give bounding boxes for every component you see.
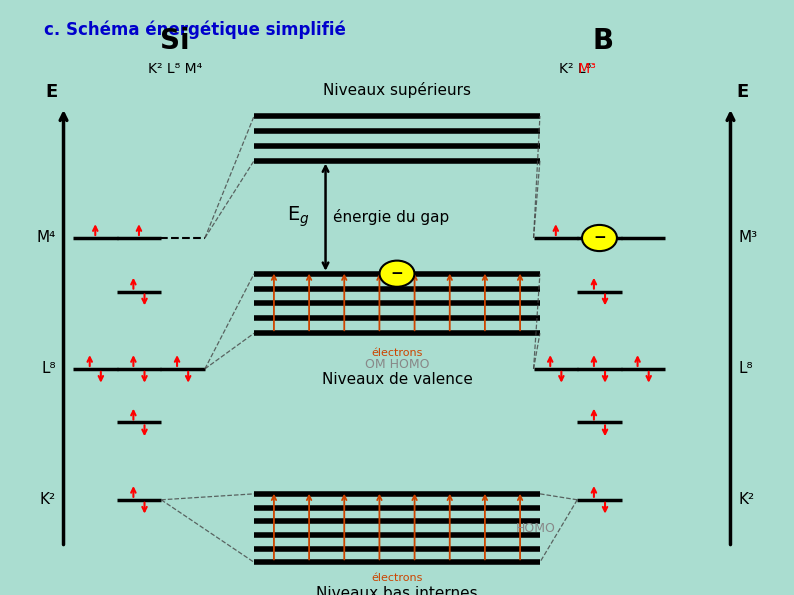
- Text: E$_g$: E$_g$: [287, 205, 310, 230]
- Text: L⁸: L⁸: [41, 361, 56, 377]
- Text: Si: Si: [160, 27, 190, 55]
- Text: électrons: électrons: [372, 573, 422, 583]
- Text: K²: K²: [40, 492, 56, 508]
- Circle shape: [582, 225, 617, 251]
- Text: E: E: [45, 83, 58, 101]
- Text: Niveaux de valence: Niveaux de valence: [322, 372, 472, 387]
- Text: L⁸: L⁸: [738, 361, 753, 377]
- Text: M⁴: M⁴: [37, 230, 56, 246]
- Text: M³: M³: [738, 230, 757, 246]
- Text: Niveaux bas internes: Niveaux bas internes: [316, 586, 478, 595]
- Text: OM HOMO: OM HOMO: [364, 358, 430, 371]
- Text: B: B: [593, 27, 614, 55]
- Text: M³: M³: [552, 62, 596, 77]
- Text: E: E: [736, 83, 749, 101]
- Text: Niveaux supérieurs: Niveaux supérieurs: [323, 82, 471, 98]
- Text: HOMO: HOMO: [516, 522, 556, 534]
- Circle shape: [380, 261, 414, 287]
- Text: électrons: électrons: [372, 348, 422, 358]
- Text: K² L⁸: K² L⁸: [559, 62, 596, 77]
- Text: −: −: [391, 266, 403, 281]
- Text: énergie du gap: énergie du gap: [333, 209, 449, 225]
- Text: K² L⁸ M⁴: K² L⁸ M⁴: [148, 62, 202, 77]
- Text: c. Schéma énergétique simplifié: c. Schéma énergétique simplifié: [44, 21, 345, 39]
- Text: −: −: [593, 230, 606, 246]
- Text: K²: K²: [738, 492, 754, 508]
